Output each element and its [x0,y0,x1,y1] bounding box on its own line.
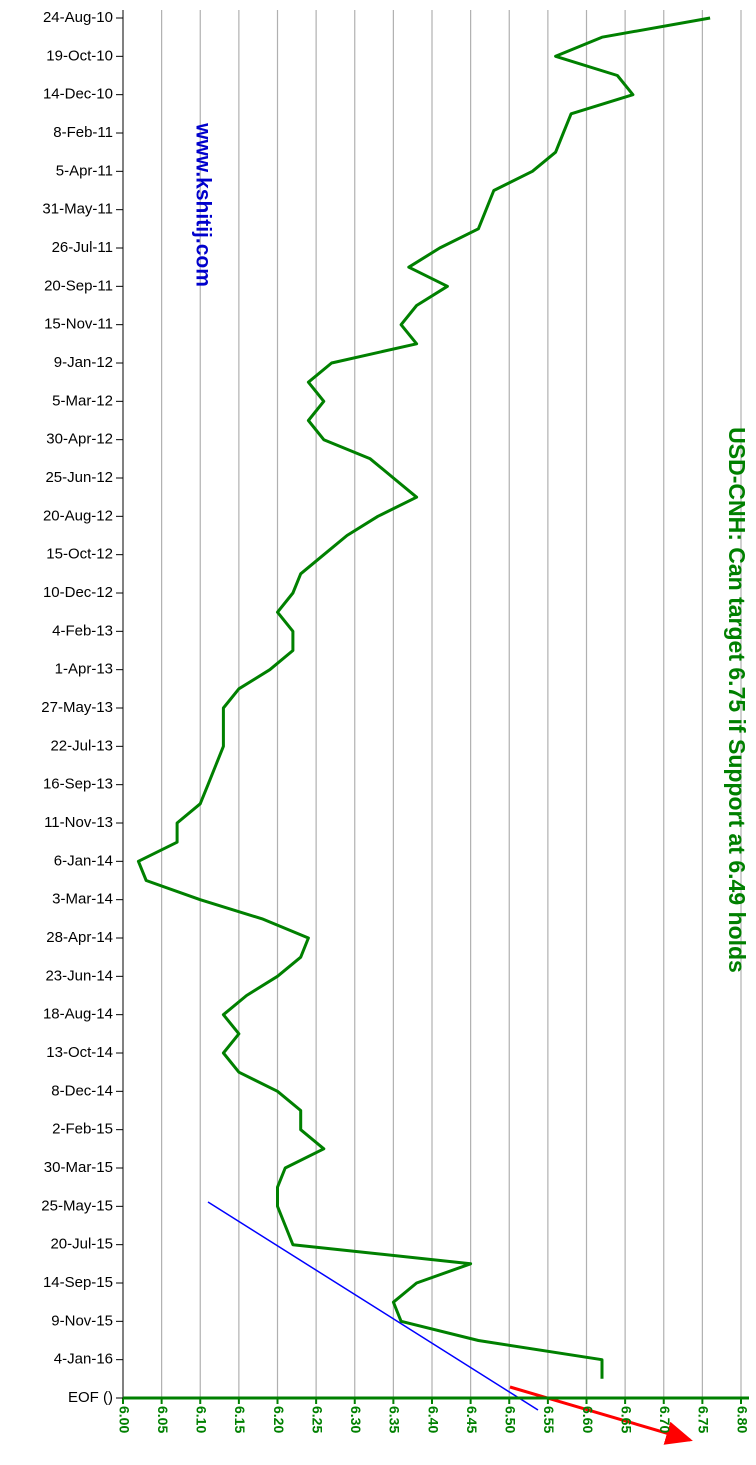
y-tick-label: 23-Jun-14 [45,967,113,984]
y-tick-label: 14-Dec-10 [43,86,113,103]
x-tick-label: 6.10 [194,1406,210,1433]
support-trendline [207,1201,539,1411]
y-tick-label: 30-Apr-12 [46,431,113,448]
y-tick-label: 20-Jul-15 [50,1236,113,1253]
y-tick-label: 1-Apr-13 [55,661,113,678]
y-tick-label: 9-Jan-12 [54,354,113,371]
chart-title: USD-CNH: Can target 6.75 if Support at 6… [724,427,750,973]
target-arrow [509,1385,693,1445]
y-tick-label: 14-Sep-15 [43,1274,113,1291]
y-tick-label: 16-Sep-13 [43,776,113,793]
y-tick-label: 15-Nov-11 [44,316,113,333]
y-tick-label: 2-Feb-15 [52,1121,113,1138]
x-tick-label: 6.80 [734,1406,750,1433]
y-tick-label: 30-Mar-15 [44,1159,113,1176]
y-tick-label: 11-Nov-13 [44,814,113,831]
y-tick-label: 9-Nov-15 [51,1312,113,1329]
y-tick-label: 18-Aug-14 [43,1006,113,1023]
x-tick-label: 6.25 [309,1406,325,1433]
x-tick-label: 6.05 [155,1406,171,1433]
y-tick-label: 20-Sep-11 [44,277,113,294]
data-line [136,16,711,1379]
y-tick-label: 8-Feb-11 [53,124,113,141]
x-tick-label: 6.75 [696,1406,712,1433]
x-tick-label: 6.40 [425,1406,441,1433]
y-tick-label: 5-Apr-11 [56,162,113,179]
x-tick-label: 6.30 [348,1406,364,1433]
y-tick-label: 15-Oct-12 [46,546,113,563]
y-tick-label: 26-Jul-11 [52,239,113,256]
y-tick-label: 28-Apr-14 [46,929,113,946]
x-tick-label: 6.50 [503,1406,519,1433]
y-tick-label: 8-Dec-14 [51,1082,113,1099]
y-tick-label: 4-Jan-16 [54,1351,113,1368]
x-tick-label: 6.55 [541,1406,557,1433]
y-tick-label: 6-Jan-14 [54,852,113,869]
x-tick-label: 6.60 [580,1406,596,1433]
x-tick-label: 6.70 [657,1406,673,1433]
y-tick-label: 19-Oct-10 [46,47,113,64]
y-tick-label: 5-Mar-12 [52,392,113,409]
x-tick-label: 6.65 [618,1406,634,1433]
x-tick-label: 6.20 [271,1406,287,1433]
watermark: www.kshitij.com [191,122,214,287]
y-tick-label: 25-May-15 [41,1197,113,1214]
x-tick-label: 6.45 [464,1406,480,1433]
y-tick-label: 3-Mar-14 [52,891,113,908]
y-tick-label: EOF () [68,1389,113,1406]
y-tick-label: 31-May-11 [42,201,113,218]
y-tick-label: 13-Oct-14 [46,1044,113,1061]
y-tick-label: 27-May-13 [41,699,113,716]
y-tick-label: 24-Aug-10 [43,9,113,26]
y-tick-label: 25-Jun-12 [45,469,113,486]
y-tick-label: 20-Aug-12 [43,507,113,524]
x-tick-label: 6.15 [232,1406,248,1433]
x-tick-label: 6.00 [116,1406,132,1433]
y-tick-label: 4-Feb-13 [52,622,113,639]
y-tick-label: 22-Jul-13 [50,737,113,754]
x-tick-label: 6.35 [387,1406,403,1433]
y-tick-label: 10-Dec-12 [43,584,113,601]
